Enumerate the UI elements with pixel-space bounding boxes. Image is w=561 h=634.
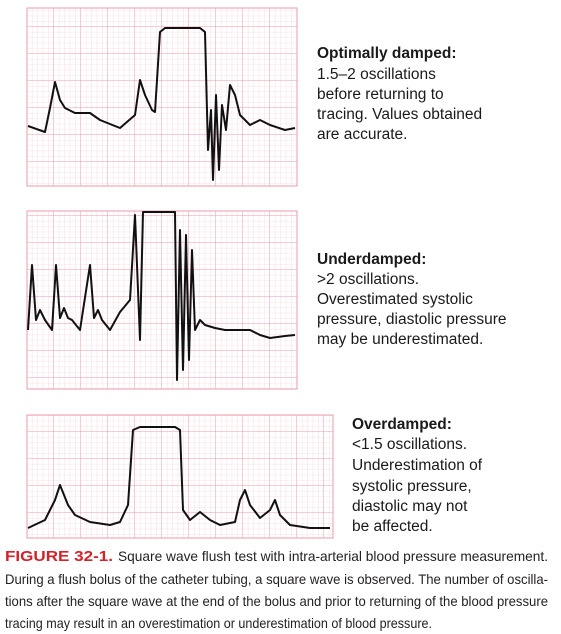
- waveform: [27, 426, 330, 529]
- caption-text: Square wave flush test with intra-arteri…: [118, 548, 548, 564]
- panel-text: Underestimation of: [352, 457, 483, 474]
- panel-text: diastolic may not: [352, 498, 468, 515]
- panel-text: may be underestimated.: [317, 331, 483, 348]
- grid: [26, 210, 298, 390]
- panel-text: are accurate.: [317, 126, 407, 143]
- caption-text: During a flush bolus of the catheter tub…: [5, 571, 548, 587]
- panel-title: Optimally damped:: [317, 45, 457, 62]
- panel-text: be affected.: [352, 518, 433, 535]
- panel-text: systolic pressure,: [352, 478, 472, 495]
- caption-text: tions after the square wave at the end o…: [5, 593, 548, 609]
- caption-text: tracing may result in an overestimation …: [5, 615, 432, 631]
- panel-title: Overdamped:: [352, 416, 452, 433]
- panel-text: Overestimated systolic: [317, 291, 473, 308]
- panel-text: 1.5–2 oscillations: [317, 66, 436, 83]
- panel-text: before returning to: [317, 86, 444, 103]
- grid: [26, 7, 298, 187]
- panel-text: tracing. Values obtained: [317, 106, 482, 123]
- panel-text: pressure, diastolic pressure: [317, 311, 507, 328]
- caption-label: FIGURE 32-1.: [5, 548, 113, 565]
- panel-text: <1.5 oscillations.: [352, 436, 467, 453]
- waveform: [27, 211, 296, 381]
- panel-title: Underdamped:: [317, 251, 426, 268]
- waveform: [27, 27, 296, 181]
- panel-text: >2 oscillations.: [317, 271, 419, 288]
